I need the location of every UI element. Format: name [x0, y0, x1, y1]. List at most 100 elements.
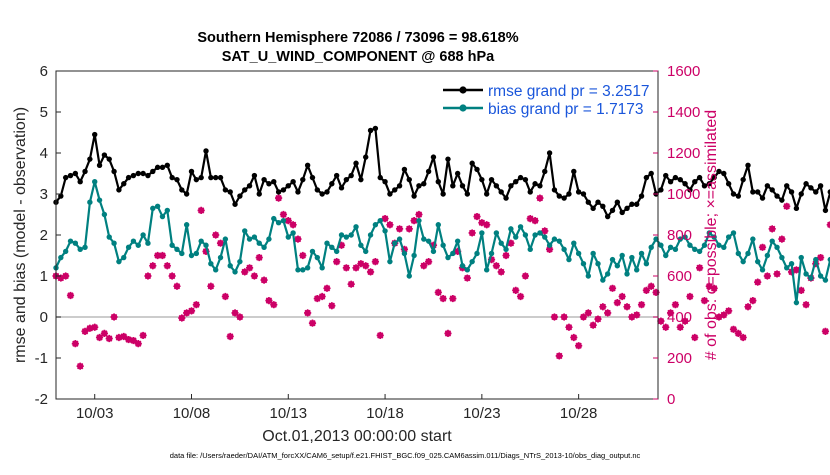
obs-count-series — [52, 194, 830, 370]
bias-point — [614, 263, 621, 269]
bias-point — [396, 236, 403, 242]
obs-assimilated-point — [362, 262, 370, 270]
obs-assimilated-point — [507, 239, 515, 247]
obs-assimilated-point — [700, 297, 709, 305]
obs-assimilated-point — [671, 301, 680, 309]
x-tick-label: 10/18 — [366, 405, 404, 422]
y-axis-label-right: # of obs: o=possible; ×=assimilated — [703, 110, 720, 360]
obs-assimilated-point — [599, 303, 607, 311]
bias-point — [813, 256, 819, 263]
rmse-point — [580, 191, 587, 197]
obs-assimilated-point — [550, 313, 559, 321]
rmse-point — [145, 172, 151, 179]
bias-point — [382, 228, 388, 234]
obs-assimilated-point — [337, 241, 346, 249]
rmse-point — [319, 191, 325, 197]
obs-assimilated-point — [584, 309, 592, 317]
rmse-point — [701, 183, 708, 189]
bias-point — [716, 242, 722, 248]
obs-assimilated-point — [666, 309, 675, 317]
bias-point — [401, 250, 408, 257]
obs-assimilated-point — [366, 268, 375, 276]
bias-point — [271, 215, 277, 222]
rmse-point — [600, 203, 606, 209]
obs-assimilated-point — [744, 303, 752, 311]
obs-assimilated-point — [129, 336, 138, 345]
obs-assimilated-point — [628, 313, 636, 321]
rmse-point — [164, 162, 171, 168]
obs-assimilated-point — [555, 352, 563, 360]
obs-assimilated-point — [546, 245, 554, 253]
obs-assimilated-point — [183, 309, 191, 317]
rmse-point — [212, 174, 219, 181]
bias-point — [58, 254, 64, 261]
obs-assimilated-point — [91, 323, 99, 331]
obs-assimilated-point — [487, 256, 496, 264]
rmse-point — [101, 152, 108, 158]
obs-assimilated-point — [178, 314, 186, 322]
bias-point — [256, 240, 262, 246]
bias-point — [503, 246, 509, 253]
obs-assimilated-point — [386, 221, 394, 229]
rmse-point — [435, 179, 441, 185]
rmse-point — [382, 179, 388, 185]
bias-point — [624, 271, 630, 277]
bias-point — [822, 277, 829, 283]
bias-point — [72, 240, 79, 246]
bias-point — [721, 244, 727, 250]
obs-assimilated-point — [216, 239, 225, 247]
rmse-point — [677, 176, 683, 183]
rmse-point — [363, 154, 369, 160]
obs-assimilated-point — [521, 272, 530, 280]
obs-assimilated-point — [410, 217, 418, 225]
bias-point — [179, 250, 185, 257]
bias-point — [667, 244, 674, 250]
rmse-point — [614, 199, 621, 205]
y-right-tick-label: 1400 — [667, 104, 700, 121]
obs-assimilated-point — [192, 301, 200, 309]
bias-point — [338, 232, 345, 238]
bias-point — [319, 265, 325, 271]
rmse-point — [459, 183, 466, 189]
obs-assimilated-point — [299, 251, 307, 260]
obs-assimilated-point — [478, 219, 486, 227]
bias-point — [121, 254, 127, 261]
bias-point — [324, 240, 330, 246]
rmse-point — [232, 201, 238, 207]
obs-assimilated-point — [531, 217, 539, 225]
bias-point — [740, 258, 746, 265]
y-left-tick-label: 4 — [40, 145, 48, 162]
bias-point — [595, 261, 601, 267]
obs-assimilated-point — [821, 327, 830, 335]
y-axis-label-left: rmse and bias (model - observation) — [12, 107, 29, 363]
obs-assimilated-point — [662, 323, 670, 331]
rmse-point — [135, 170, 141, 177]
rmse-point — [590, 205, 596, 212]
bias-point — [246, 236, 253, 242]
legend: rmse grand pr = 3.2517 bias grand pr = 1… — [443, 83, 650, 118]
obs-assimilated-point — [236, 313, 244, 321]
bias-point — [96, 197, 103, 203]
bias-point — [808, 275, 814, 281]
obs-assimilated-point — [749, 297, 757, 305]
series-layer — [52, 125, 830, 370]
rmse-point — [488, 176, 495, 183]
footer-data-file: data file: /Users/raeder/DAI/ATM_forcXX/… — [170, 451, 641, 460]
bias-point — [150, 205, 156, 212]
rmse-point — [822, 207, 829, 214]
bias-point — [222, 236, 229, 242]
rmse-point — [401, 166, 408, 173]
rmse-point — [256, 191, 262, 197]
bias-point — [687, 242, 693, 248]
rmse-point — [353, 160, 359, 166]
rmse-point — [154, 164, 161, 171]
rmse-point — [503, 195, 509, 201]
obs-assimilated-point — [691, 333, 699, 342]
bias-point — [421, 236, 427, 242]
rmse-point — [663, 172, 669, 179]
bias-point — [769, 238, 775, 244]
rmse-point — [96, 162, 103, 168]
chart-title: Southern Hemisphere 72086 / 73096 = 98.6… — [197, 30, 518, 46]
bias-point — [609, 256, 616, 263]
y-right-tick-label: 1600 — [667, 63, 700, 80]
